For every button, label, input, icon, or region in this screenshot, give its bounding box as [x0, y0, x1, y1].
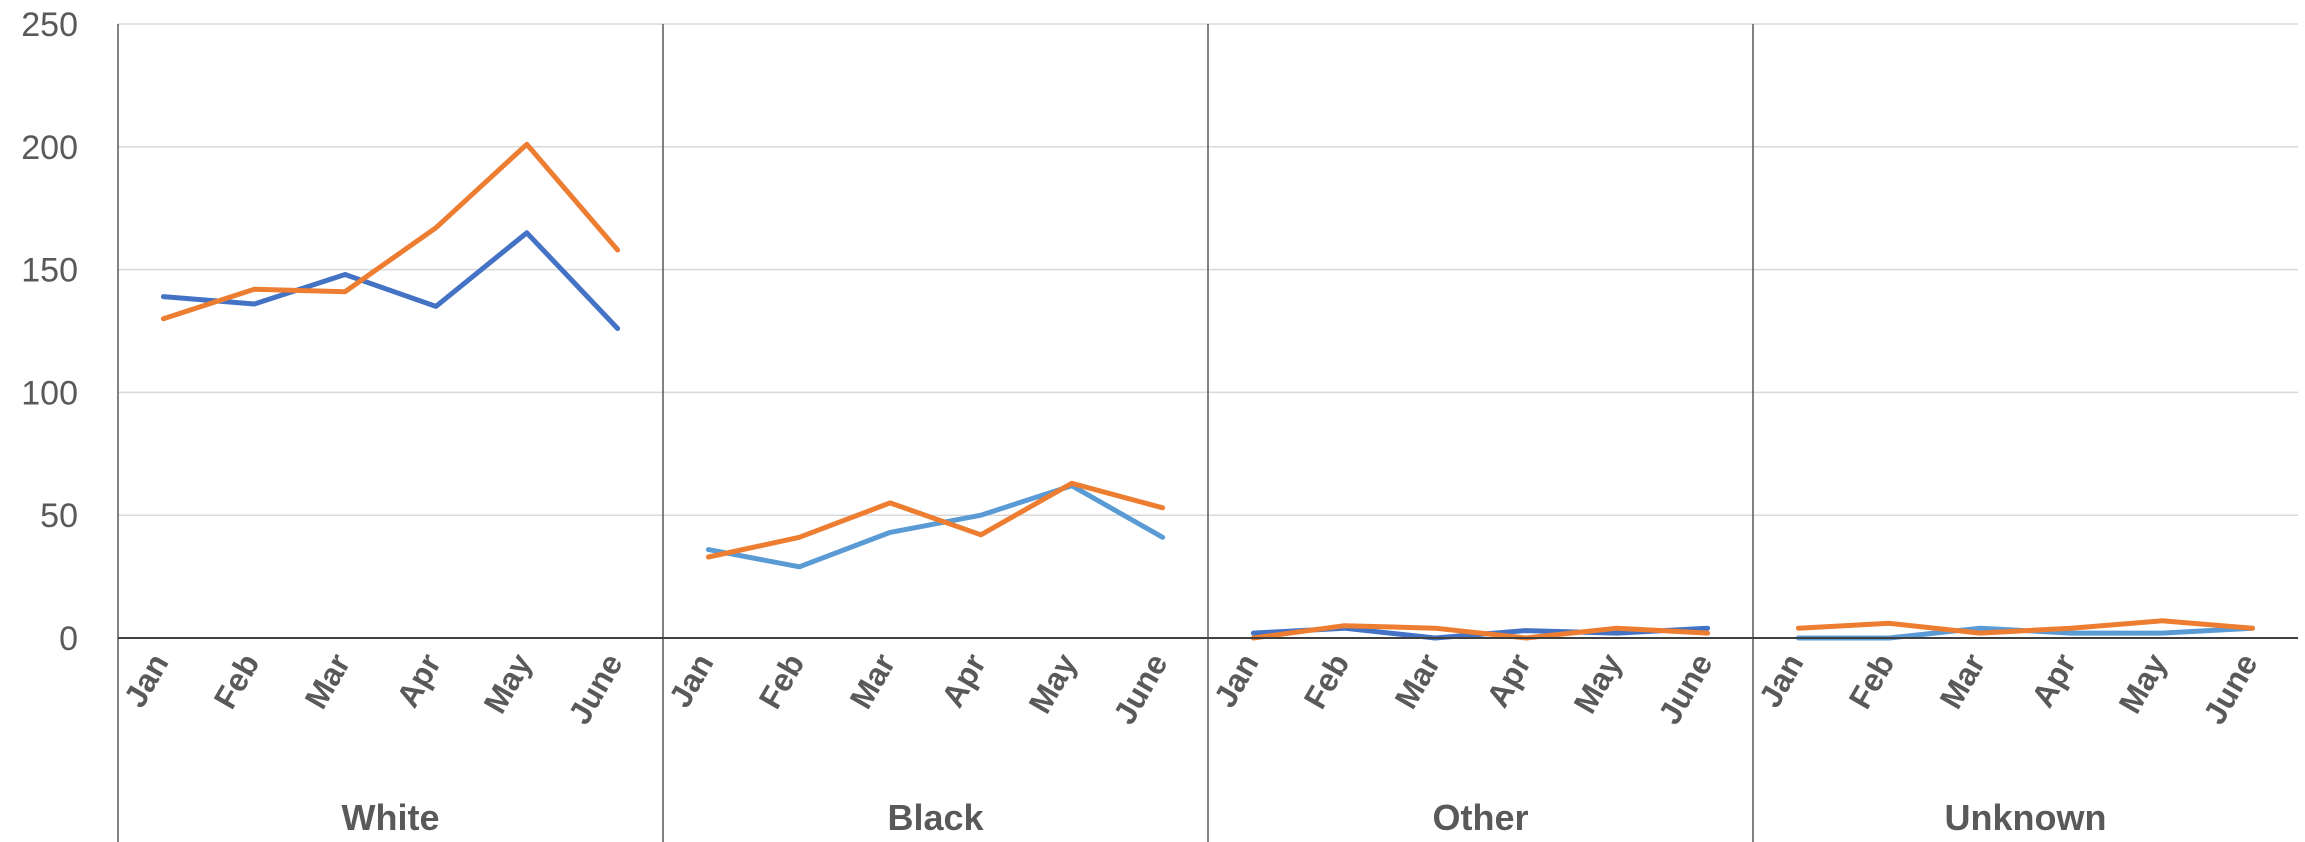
x-tick-label: Mar — [1388, 648, 1448, 715]
group-label: Unknown — [1945, 797, 2107, 838]
y-tick-label: 200 — [21, 129, 78, 167]
x-tick-label: May — [1567, 647, 1629, 719]
x-tick-label: Feb — [1297, 648, 1357, 715]
series-lines — [160, 141, 2256, 641]
x-tick-label: Mar — [843, 648, 903, 715]
y-tick-label: 50 — [40, 497, 78, 535]
x-tick-label: May — [2112, 647, 2174, 719]
series-line-white-1 — [160, 230, 621, 331]
x-tick-label: Apr — [934, 648, 993, 714]
y-tick-label: 0 — [59, 620, 78, 658]
x-tick-label: Jan — [117, 648, 176, 714]
x-tick-label: Feb — [752, 648, 812, 715]
x-tick-label: June — [2196, 648, 2265, 731]
group-labels: White Black Other Unknown — [342, 797, 2107, 838]
group-label: Other — [1432, 797, 1528, 838]
x-tick-label: Feb — [207, 648, 267, 715]
group-label: White — [342, 797, 440, 838]
x-tick-label: Jan — [1752, 648, 1811, 714]
y-tick-label: 100 — [21, 374, 78, 412]
x-tick-label: Jan — [662, 648, 721, 714]
x-tick-label: June — [1106, 648, 1175, 731]
x-tick-label: Mar — [298, 648, 358, 715]
x-tick-label: Apr — [1479, 648, 1538, 714]
x-tick-label: June — [561, 648, 630, 731]
x-tick-label: June — [1651, 648, 1720, 731]
x-axis-tick-labels: Jan Feb Mar Apr May June Jan Feb Mar Apr May June Ja… — [117, 647, 2265, 730]
series-line-black-2 — [705, 480, 1166, 560]
y-tick-label: 250 — [21, 6, 78, 44]
y-tick-label: 150 — [21, 252, 78, 290]
series-line-white-2 — [160, 141, 621, 322]
y-axis-tick-labels: 0 50 100 150 200 250 — [21, 6, 78, 658]
x-tick-label: May — [477, 647, 539, 719]
x-tick-label: Feb — [1842, 648, 1902, 715]
series-line-unknown-2 — [1795, 618, 2256, 636]
series-line-other-2 — [1250, 623, 1711, 641]
x-tick-label: Apr — [389, 648, 448, 714]
x-tick-label: May — [1022, 647, 1084, 719]
x-tick-label: Apr — [2024, 648, 2083, 714]
x-tick-label: Jan — [1207, 648, 1266, 714]
group-separators — [117, 24, 1754, 842]
x-tick-label: Mar — [1933, 648, 1993, 715]
series-line-black-1 — [705, 483, 1166, 570]
group-label: Black — [887, 797, 984, 838]
